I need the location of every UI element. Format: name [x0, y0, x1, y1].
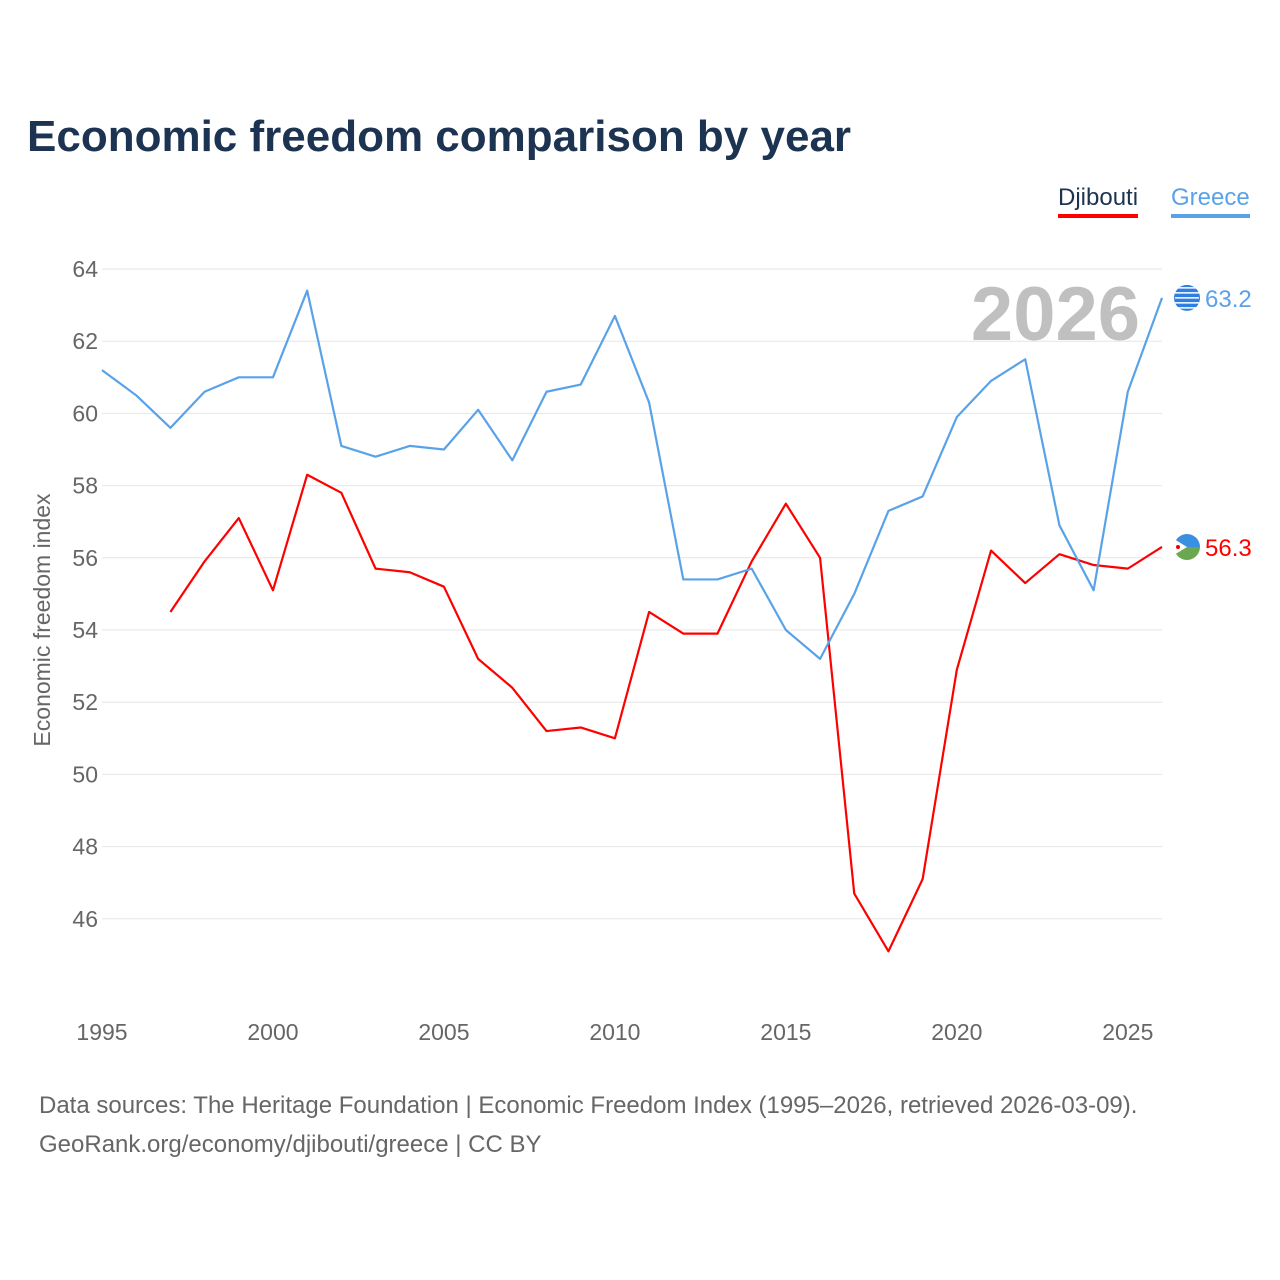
y-tick-label: 58: [72, 473, 98, 499]
y-axis-label: Economic freedom index: [29, 493, 55, 747]
x-tick-label: 2025: [1102, 1019, 1153, 1045]
y-tick-label: 50: [72, 761, 98, 787]
x-tick-label: 2020: [931, 1019, 982, 1045]
x-tick-label: 1995: [76, 1019, 127, 1045]
x-tick-label: 2000: [247, 1019, 298, 1045]
x-tick-label: 2005: [418, 1019, 469, 1045]
year-watermark: 2026: [971, 272, 1140, 357]
end-label-greece: 63.2: [1205, 286, 1252, 313]
flag-star: [1176, 544, 1180, 549]
footer: Data sources: The Heritage Foundation | …: [39, 1086, 1137, 1164]
y-tick-label: 46: [72, 906, 98, 932]
y-tick-label: 56: [72, 545, 98, 571]
attribution-text: GeoRank.org/economy/djibouti/greece | CC…: [39, 1131, 542, 1158]
y-tick-label: 48: [72, 834, 98, 860]
x-tick-label: 2010: [589, 1019, 640, 1045]
end-label-djibouti: 56.3: [1205, 535, 1252, 562]
y-tick-label: 52: [72, 689, 98, 715]
series-line-greece: [101, 289, 1164, 660]
flag-part: [1174, 538, 1187, 555]
legend-djibouti[interactable]: Djibouti: [1058, 184, 1139, 218]
chart-title: Economic freedom comparison by year: [27, 112, 852, 161]
source-text: Data sources: The Heritage Foundation | …: [39, 1092, 1138, 1119]
series-line-djibouti: [169, 473, 1163, 953]
y-tick-label: 62: [72, 328, 98, 354]
y-tick-label: 64: [72, 256, 98, 282]
y-tick-label: 54: [72, 617, 98, 643]
legend-greece[interactable]: Greece: [1171, 184, 1250, 218]
y-tick-label: 60: [72, 400, 98, 426]
x-tick-label: 2015: [760, 1019, 811, 1045]
